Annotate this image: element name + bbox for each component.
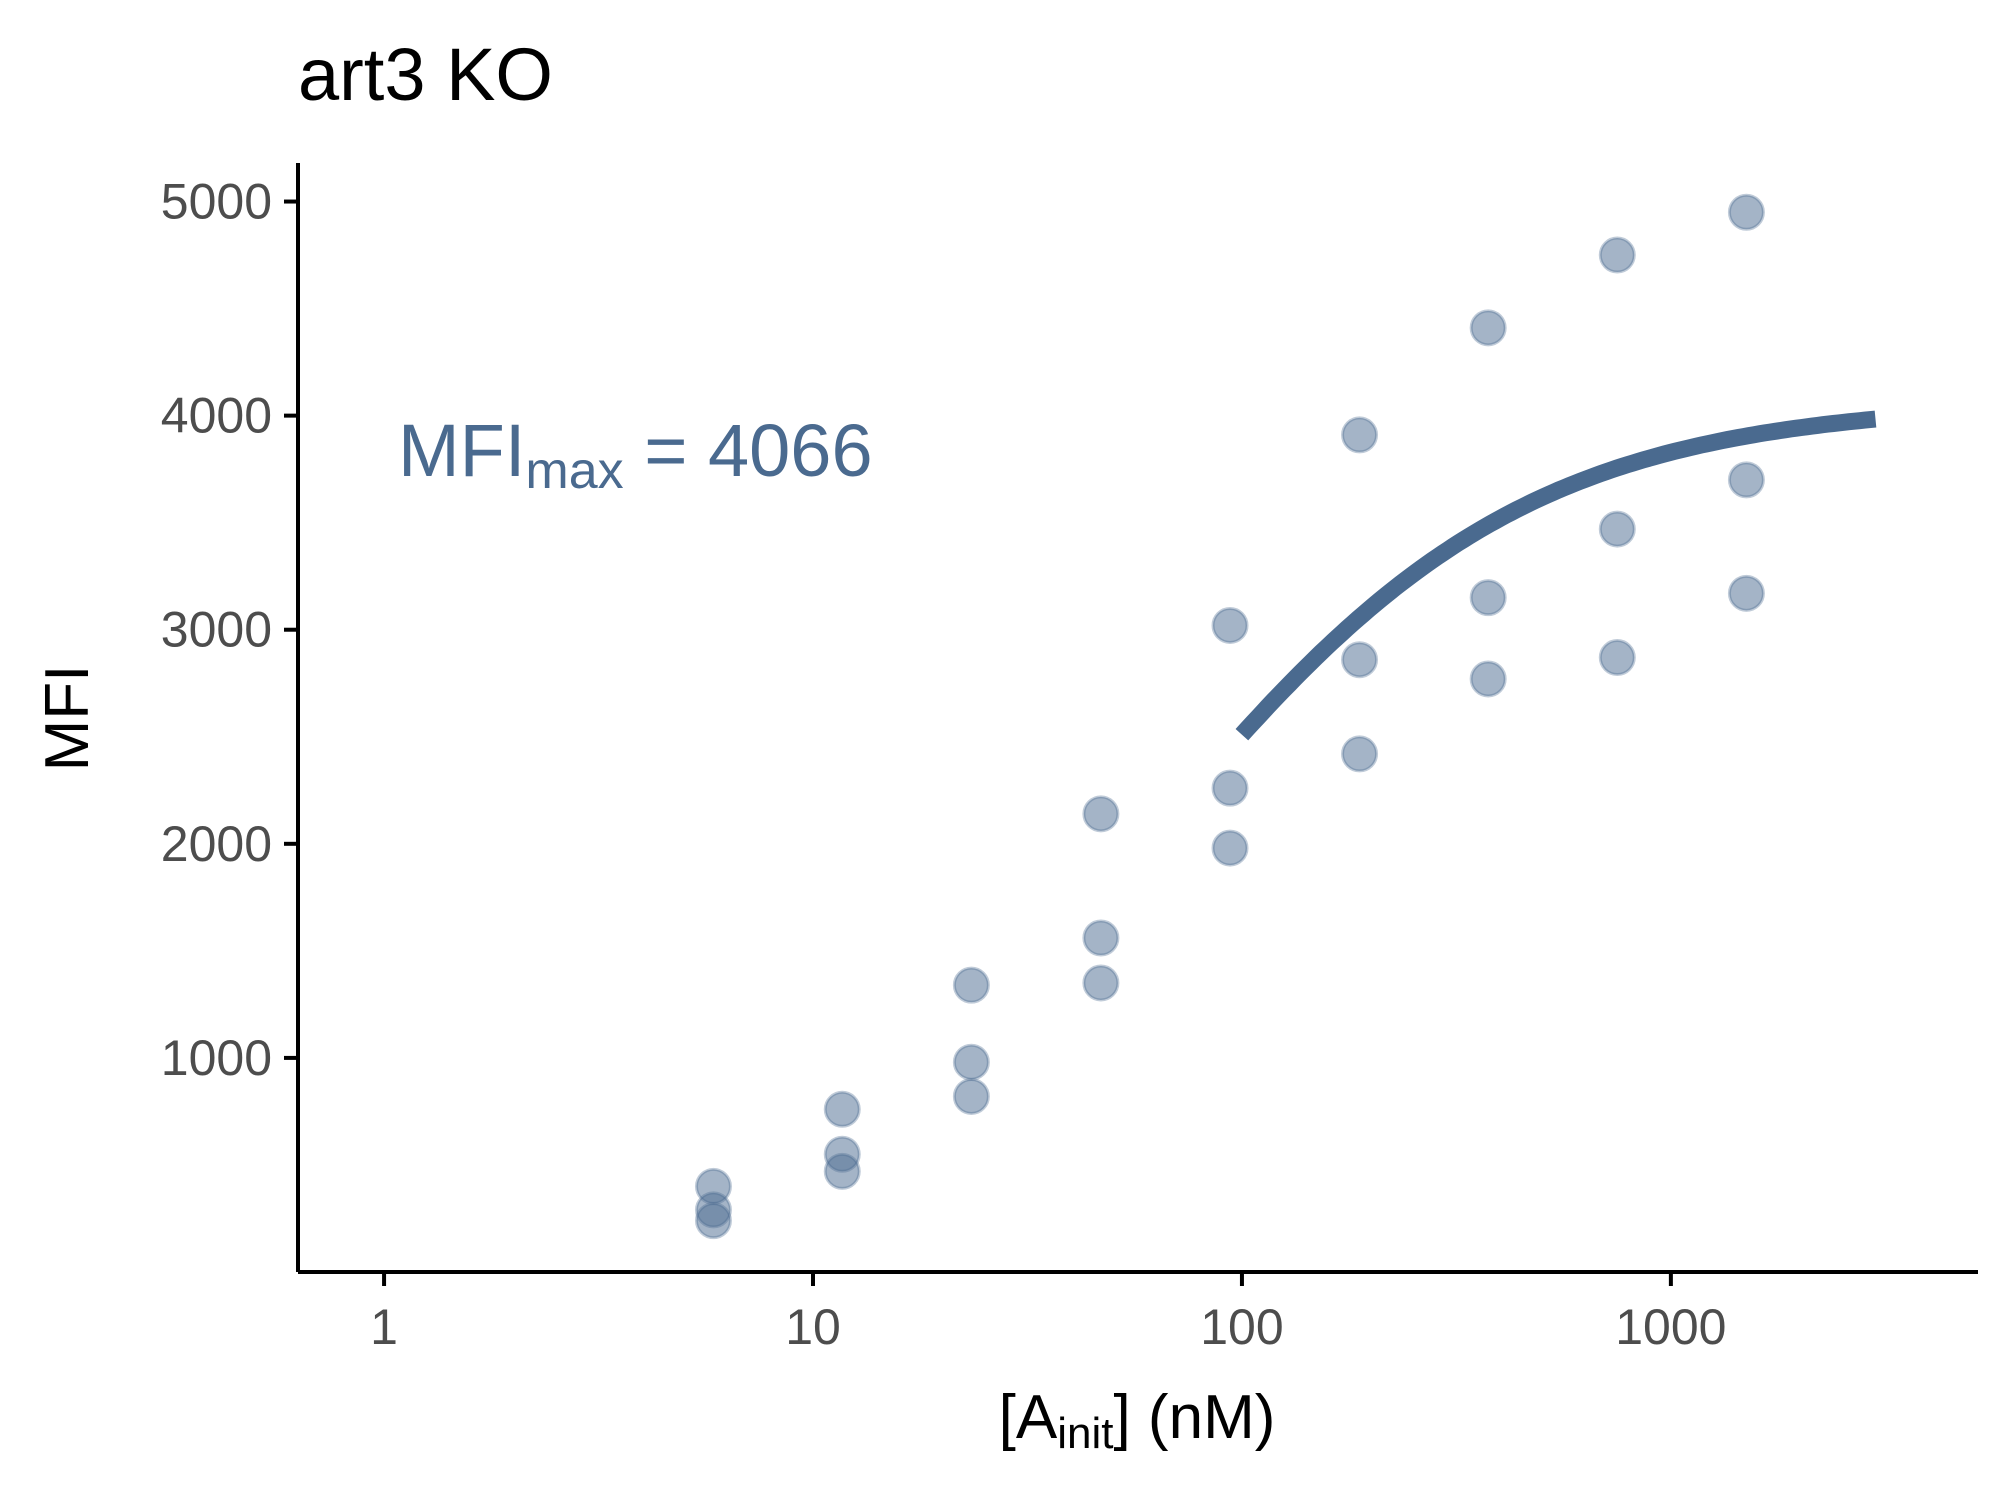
x-axis-title-main: [A [999, 1383, 1058, 1452]
fit-curve [1235, 410, 1877, 741]
data-point [1598, 510, 1636, 548]
annotation-main: MFI [398, 409, 525, 492]
data-point [952, 1077, 990, 1115]
data-point [1598, 639, 1636, 677]
x-axis-ticks: 1 10 100 1000 [370, 1272, 1726, 1355]
data-point [952, 1043, 990, 1081]
data-point [1727, 574, 1765, 612]
x-tick-label: 10 [785, 1299, 841, 1355]
data-points [694, 193, 1765, 1240]
x-axis-title-subscript: init [1057, 1409, 1113, 1458]
x-axis-title: [Ainit] (nM) [999, 1383, 1276, 1458]
data-point [823, 1152, 861, 1190]
x-tick-label: 1 [370, 1299, 398, 1355]
mfi-max-annotation: MFImax = 4066 [398, 409, 873, 500]
y-axis-ticks: 1000 2000 3000 4000 5000 [161, 174, 298, 1086]
data-point [1469, 579, 1507, 617]
x-tick-label: 100 [1200, 1299, 1283, 1355]
data-point [1727, 193, 1765, 231]
data-point [1341, 416, 1379, 454]
y-axis-title: MFI [33, 665, 102, 772]
y-tick-label: 4000 [161, 388, 272, 444]
data-point [952, 966, 990, 1004]
y-tick-label: 1000 [161, 1030, 272, 1086]
data-point [1082, 795, 1120, 833]
data-point [1341, 641, 1379, 679]
data-point [1469, 309, 1507, 347]
data-point [1727, 461, 1765, 499]
data-point [1211, 606, 1249, 644]
data-point [694, 1202, 732, 1240]
y-tick-label: 3000 [161, 602, 272, 658]
y-tick-label: 2000 [161, 816, 272, 872]
data-point [823, 1090, 861, 1128]
data-point [1341, 735, 1379, 773]
chart-title: art3 KO [298, 33, 553, 116]
x-axis-title-rest: ] (nM) [1113, 1383, 1275, 1452]
data-point [1469, 660, 1507, 698]
data-point [1211, 769, 1249, 807]
y-tick-label: 5000 [161, 174, 272, 230]
data-point [1082, 919, 1120, 957]
annotation-subscript: max [525, 442, 623, 500]
x-tick-label: 1000 [1615, 1299, 1726, 1355]
annotation-value: = 4066 [624, 409, 873, 492]
data-point [1211, 829, 1249, 867]
data-point [1082, 964, 1120, 1002]
data-point [1598, 236, 1636, 274]
